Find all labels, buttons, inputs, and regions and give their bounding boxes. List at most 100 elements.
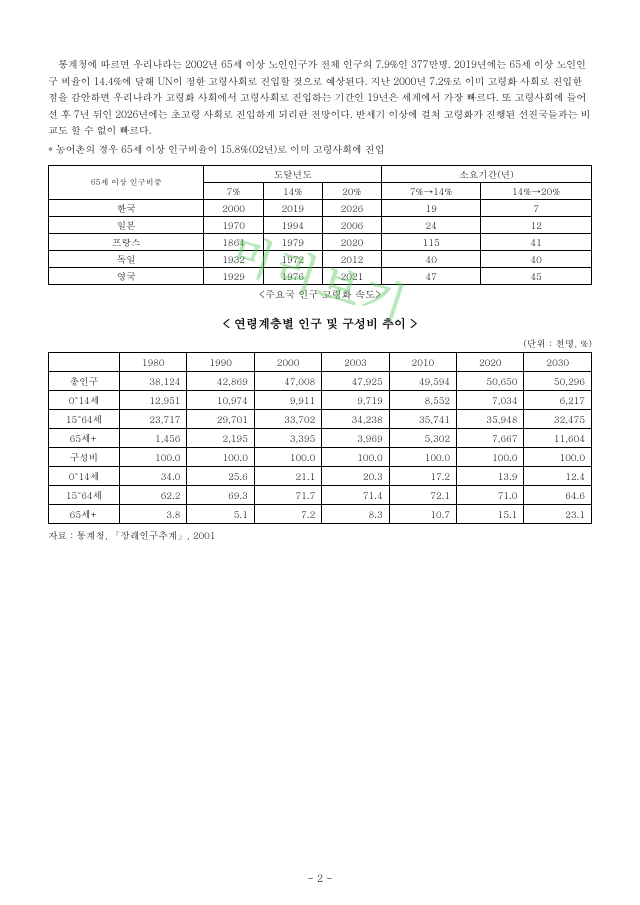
t1-cell: 1972 — [263, 250, 322, 267]
t2-cell: 9,911 — [254, 390, 321, 409]
t2-cell: 3,969 — [322, 428, 389, 447]
t2-cell: 72.1 — [389, 485, 456, 504]
t2-cell: 50,296 — [524, 371, 592, 390]
t2-cell: 100.0 — [524, 447, 592, 466]
t2-cell: 35,948 — [457, 409, 524, 428]
t2-cell: 10,974 — [187, 390, 254, 409]
t2-cell: 11,604 — [524, 428, 592, 447]
t2-cell: 7.2 — [254, 504, 321, 523]
t2-cell: 33,702 — [254, 409, 321, 428]
t1-cell: 1970 — [204, 216, 263, 233]
t2-cell: 34.0 — [120, 466, 187, 485]
t1-cell: 1864 — [204, 233, 263, 250]
t2-cell: 42,869 — [187, 371, 254, 390]
t2-year: 1980 — [120, 352, 187, 371]
t2-cell: 2,195 — [187, 428, 254, 447]
page-number: - 2 - — [0, 871, 640, 885]
t1-col: 14%→20% — [481, 182, 592, 199]
t2-cell: 47,008 — [254, 371, 321, 390]
t2-cell: 71.4 — [322, 485, 389, 504]
t2-year: 2010 — [389, 352, 456, 371]
t2-cell: 100.0 — [457, 447, 524, 466]
t2-cell: 50,650 — [457, 371, 524, 390]
t2-cell: 17.2 — [389, 466, 456, 485]
t1-cell: 2019 — [263, 199, 322, 216]
t2-cell: 100.0 — [322, 447, 389, 466]
t2-cell: 23.1 — [524, 504, 592, 523]
t2-cell: 21.1 — [254, 466, 321, 485]
t1-cell: 12 — [481, 216, 592, 233]
t2-cell: 3.8 — [120, 504, 187, 523]
t1-cell: 1929 — [204, 267, 263, 284]
t1-caption: <주요국 인구 고령화 속도> — [48, 287, 592, 301]
t2-cell: 29,701 — [187, 409, 254, 428]
t2-cell: 71.0 — [457, 485, 524, 504]
age-composition-table: 1980 1990 2000 2003 2010 2020 2030 총인구38… — [48, 352, 592, 524]
t2-row-label: 0˜14세 — [49, 390, 120, 409]
t2-year: 1990 — [187, 352, 254, 371]
t2-cell: 7,667 — [457, 428, 524, 447]
t1-cell: 45 — [481, 267, 592, 284]
t1-cell: 24 — [382, 216, 481, 233]
t1-head-label: 65세 이상 인구비중 — [49, 165, 204, 199]
t1-row-label: 프랑스 — [49, 233, 204, 250]
t2-row-label: 총인구 — [49, 371, 120, 390]
t2-cell: 49,594 — [389, 371, 456, 390]
t1-cell: 7 — [481, 199, 592, 216]
t2-cell: 12,951 — [120, 390, 187, 409]
t1-cell: 2000 — [204, 199, 263, 216]
t2-cell: 100.0 — [187, 447, 254, 466]
t1-row-label: 일본 — [49, 216, 204, 233]
t1-cell: 47 — [382, 267, 481, 284]
t2-cell: 13.9 — [457, 466, 524, 485]
t2-year: 2000 — [254, 352, 321, 371]
t1-cell: 41 — [481, 233, 592, 250]
t2-cell: 8.3 — [322, 504, 389, 523]
t1-cell: 115 — [382, 233, 481, 250]
t2-cell: 20.3 — [322, 466, 389, 485]
t2-cell: 7,034 — [457, 390, 524, 409]
t2-row-label: 65세+ — [49, 504, 120, 523]
t2-cell: 35,741 — [389, 409, 456, 428]
t1-col: 7% — [204, 182, 263, 199]
t2-cell: 3,395 — [254, 428, 321, 447]
t2-row-label: 65세+ — [49, 428, 120, 447]
t1-col: 7%→14% — [382, 182, 481, 199]
t2-cell: 1,456 — [120, 428, 187, 447]
t2-cell: 100.0 — [254, 447, 321, 466]
body-paragraph: 통계청에 따르면 우리나라는 2002년 65세 이상 노인인구가 전체 인구의… — [48, 56, 592, 139]
t2-cell: 62.2 — [120, 485, 187, 504]
t1-cell: 2026 — [322, 199, 381, 216]
t2-row-label: 15˜64세 — [49, 409, 120, 428]
t2-cell: 64.6 — [524, 485, 592, 504]
t1-row-label: 독일 — [49, 250, 204, 267]
t2-cell: 9,719 — [322, 390, 389, 409]
t2-cell: 71.7 — [254, 485, 321, 504]
t2-cell: 12.4 — [524, 466, 592, 485]
t2-year: 2020 — [457, 352, 524, 371]
t2-unit: (단위 : 천명, %) — [48, 336, 592, 350]
t1-cell: 19 — [382, 199, 481, 216]
t1-cell: 40 — [382, 250, 481, 267]
t1-cell: 1932 — [204, 250, 263, 267]
t2-cell: 34,238 — [322, 409, 389, 428]
t2-cell: 25.6 — [187, 466, 254, 485]
t2-row-label: 0˜14세 — [49, 466, 120, 485]
t2-cell: 6,217 — [524, 390, 592, 409]
t2-cell: 8,552 — [389, 390, 456, 409]
t1-head-group-2: 소요기간(년) — [382, 165, 592, 182]
footnote-line: * 농어촌의 경우 65세 이상 인구비율이 15.8%(02년)로 이미 고령… — [48, 141, 592, 157]
t2-source: 자료 : 통계청, 「장래인구추계」, 2001 — [48, 528, 592, 542]
t2-row-label: 구성비 — [49, 447, 120, 466]
t2-cell: 100.0 — [120, 447, 187, 466]
t1-row-label: 한국 — [49, 199, 204, 216]
t2-year: 2003 — [322, 352, 389, 371]
t2-blank-head — [49, 352, 120, 371]
t1-cell: 2006 — [322, 216, 381, 233]
t2-cell: 10.7 — [389, 504, 456, 523]
t1-cell: 2021 — [322, 267, 381, 284]
t1-cell: 40 — [481, 250, 592, 267]
t2-cell: 23,717 — [120, 409, 187, 428]
t2-cell: 38,124 — [120, 371, 187, 390]
t1-cell: 1994 — [263, 216, 322, 233]
